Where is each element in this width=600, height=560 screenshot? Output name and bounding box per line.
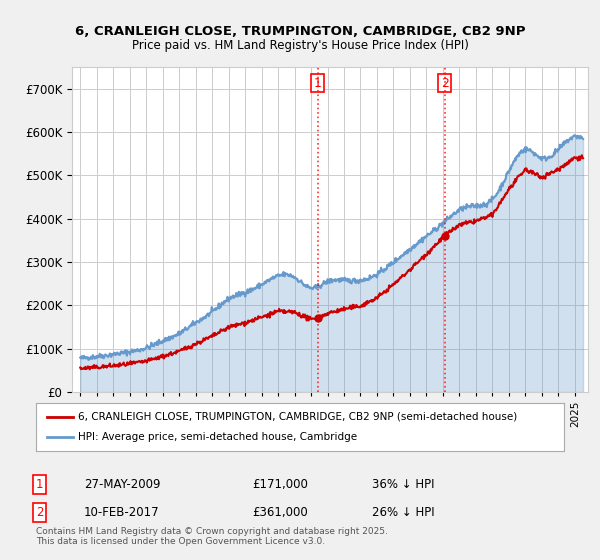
Text: 10-FEB-2017: 10-FEB-2017 (84, 506, 160, 519)
Text: 2: 2 (441, 77, 449, 90)
Text: HPI: Average price, semi-detached house, Cambridge: HPI: Average price, semi-detached house,… (78, 432, 358, 442)
Text: 6, CRANLEIGH CLOSE, TRUMPINGTON, CAMBRIDGE, CB2 9NP (semi-detached house): 6, CRANLEIGH CLOSE, TRUMPINGTON, CAMBRID… (78, 412, 517, 422)
Text: 2: 2 (36, 506, 44, 519)
Text: 27-MAY-2009: 27-MAY-2009 (84, 478, 161, 491)
Text: £171,000: £171,000 (252, 478, 308, 491)
Text: 1: 1 (36, 478, 44, 491)
Text: £361,000: £361,000 (252, 506, 308, 519)
Text: 6, CRANLEIGH CLOSE, TRUMPINGTON, CAMBRIDGE, CB2 9NP: 6, CRANLEIGH CLOSE, TRUMPINGTON, CAMBRID… (75, 25, 525, 38)
Text: 26% ↓ HPI: 26% ↓ HPI (372, 506, 434, 519)
Text: Contains HM Land Registry data © Crown copyright and database right 2025.
This d: Contains HM Land Registry data © Crown c… (36, 526, 388, 546)
Text: 1: 1 (314, 77, 322, 90)
Text: 36% ↓ HPI: 36% ↓ HPI (372, 478, 434, 491)
Text: Price paid vs. HM Land Registry's House Price Index (HPI): Price paid vs. HM Land Registry's House … (131, 39, 469, 52)
